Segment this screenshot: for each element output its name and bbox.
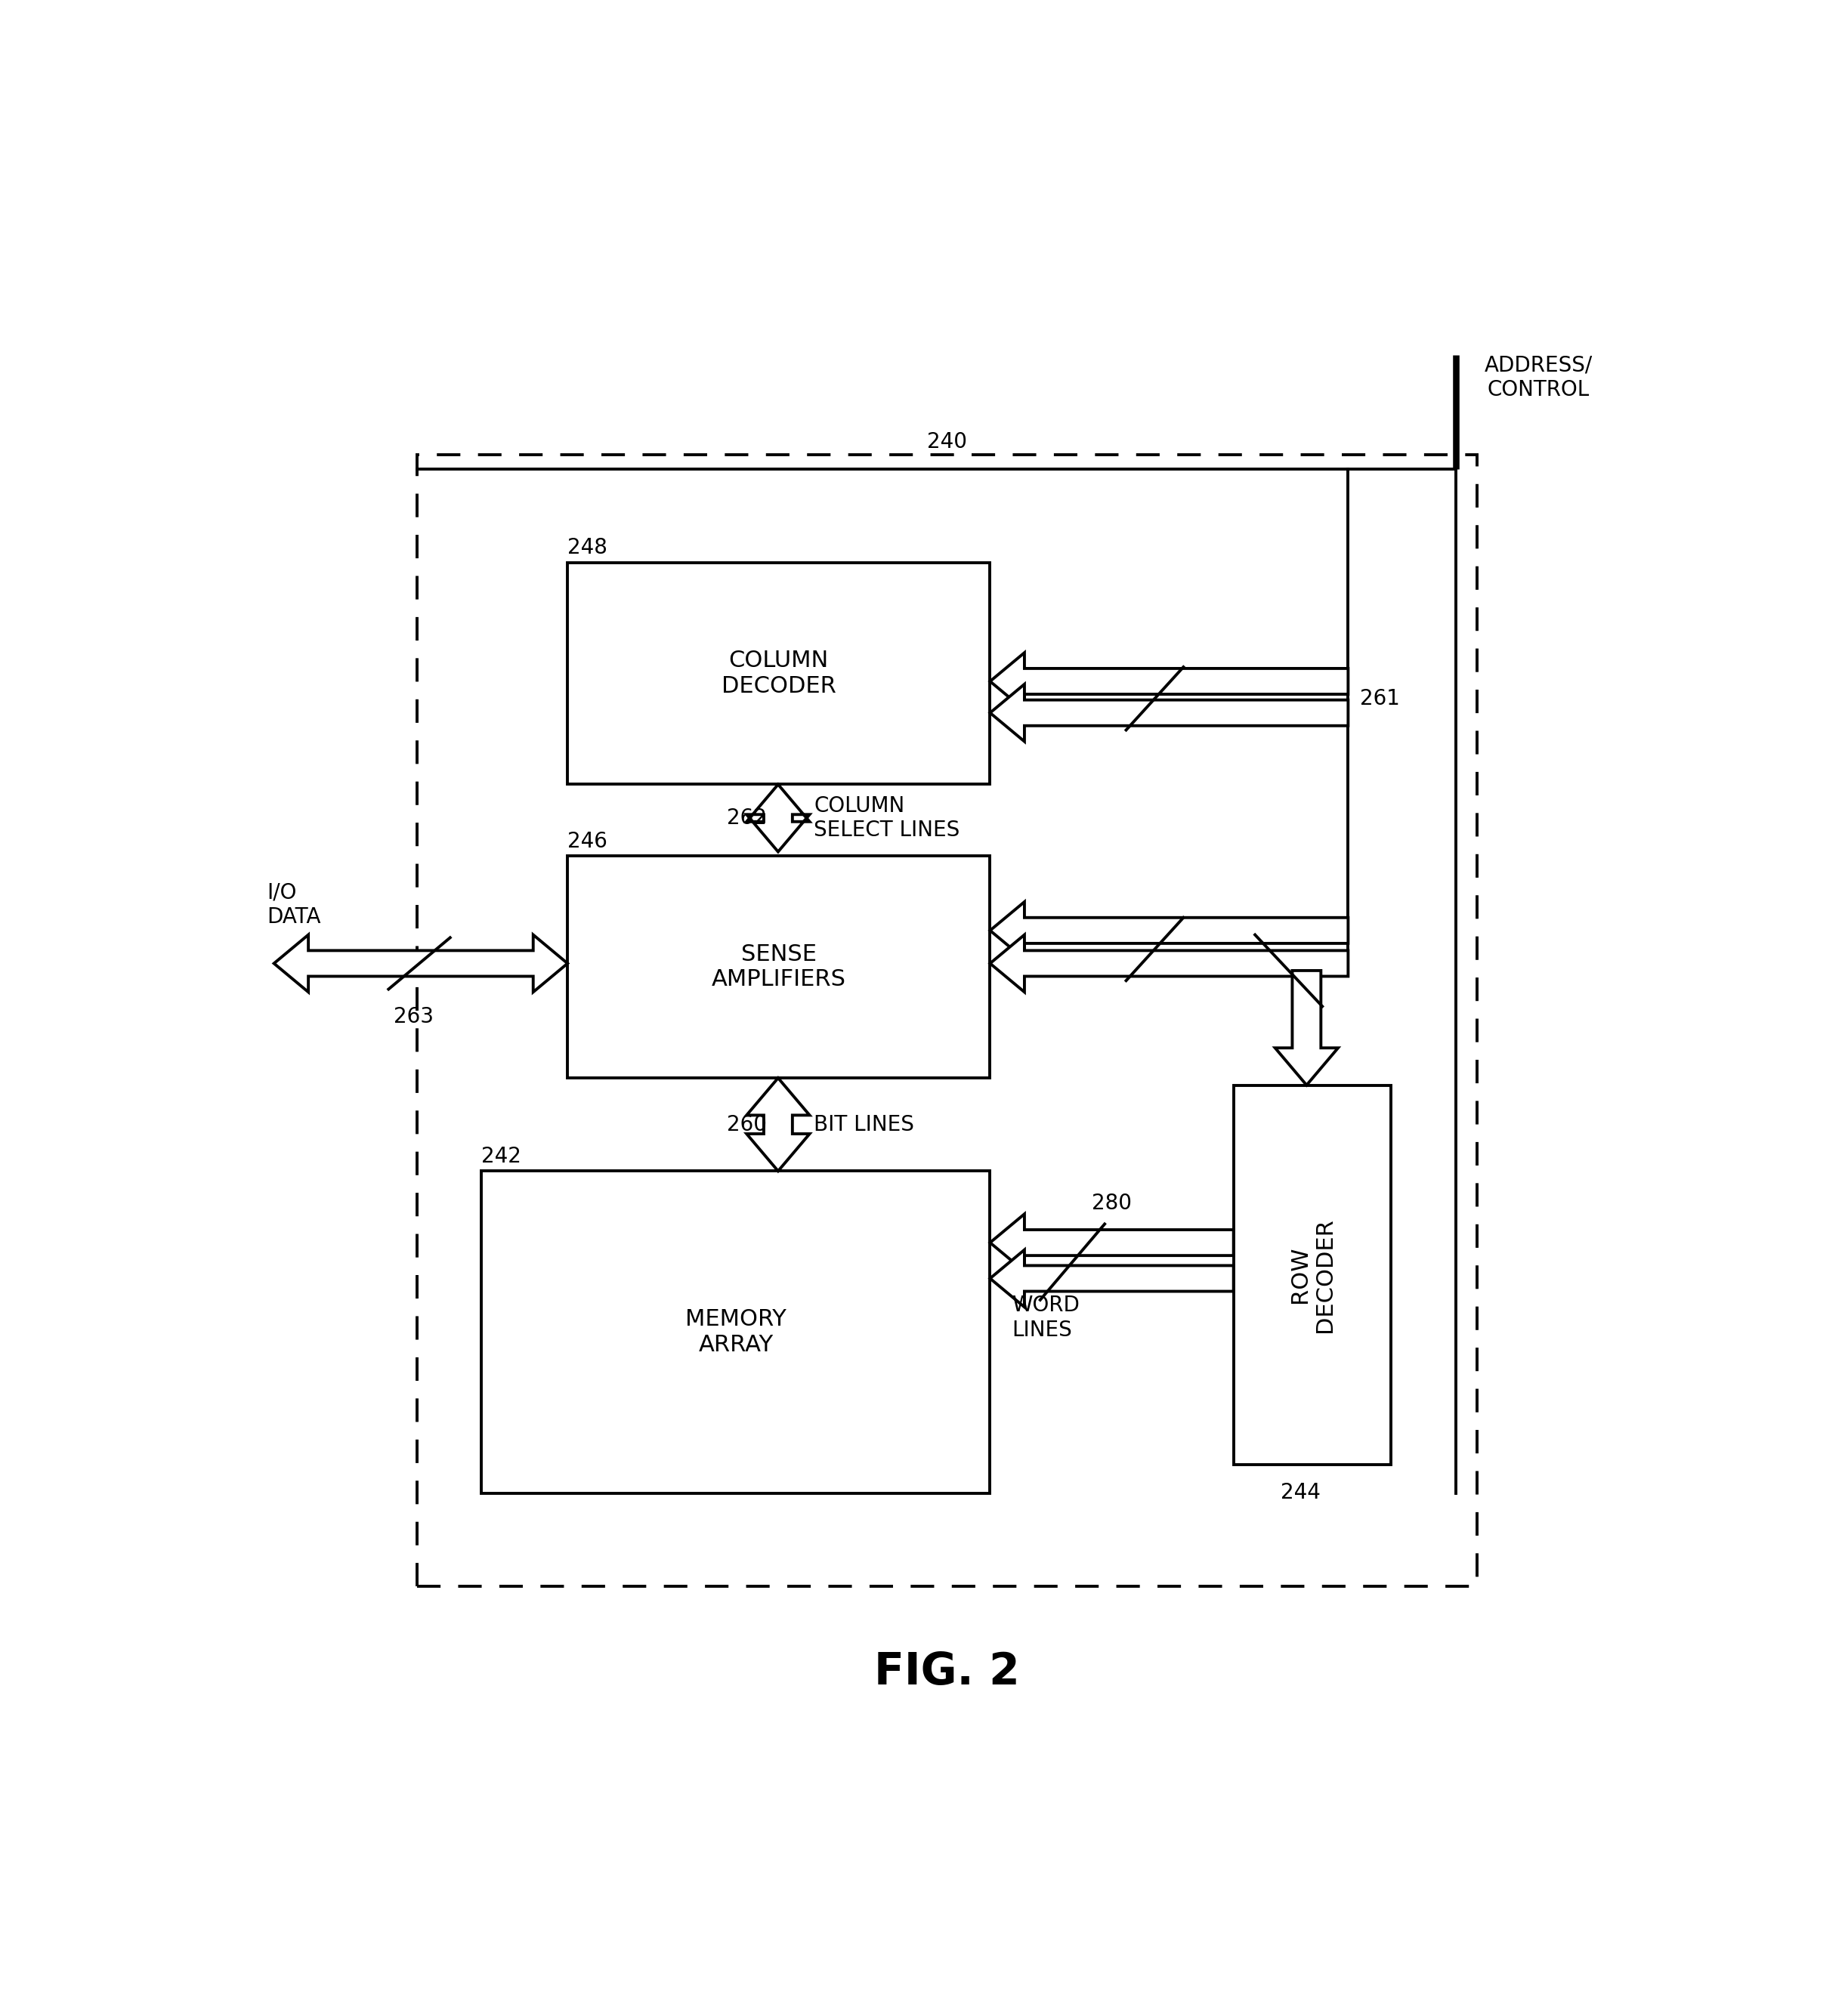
Polygon shape bbox=[1275, 971, 1338, 1086]
Text: BIT LINES: BIT LINES bbox=[813, 1114, 915, 1136]
Polygon shape bbox=[747, 1078, 809, 1170]
Text: COLUMN
SELECT LINES: COLUMN SELECT LINES bbox=[813, 795, 959, 841]
Bar bbox=[482, 1170, 991, 1493]
Text: I/O
DATA: I/O DATA bbox=[266, 881, 322, 927]
Bar bbox=[1234, 1086, 1392, 1465]
Bar bbox=[567, 857, 991, 1078]
Text: ROW
DECODER: ROW DECODER bbox=[1288, 1218, 1336, 1333]
Text: 240: 240 bbox=[928, 432, 967, 452]
Polygon shape bbox=[747, 785, 809, 851]
Text: 261: 261 bbox=[1360, 688, 1399, 708]
Text: ADDRESS/
CONTROL: ADDRESS/ CONTROL bbox=[1484, 355, 1593, 401]
Text: 280: 280 bbox=[1092, 1192, 1131, 1214]
Text: WORD
LINES: WORD LINES bbox=[1011, 1295, 1079, 1341]
Text: COLUMN
DECODER: COLUMN DECODER bbox=[721, 650, 835, 696]
Text: 263: 263 bbox=[394, 1006, 434, 1028]
Text: MEMORY
ARRAY: MEMORY ARRAY bbox=[686, 1309, 787, 1357]
Polygon shape bbox=[991, 684, 1349, 741]
Polygon shape bbox=[991, 652, 1349, 710]
Text: 262: 262 bbox=[726, 807, 767, 829]
Text: 242: 242 bbox=[482, 1146, 521, 1166]
Text: SENSE
AMPLIFIERS: SENSE AMPLIFIERS bbox=[711, 943, 846, 991]
Bar bbox=[418, 456, 1477, 1586]
Text: FIG. 2: FIG. 2 bbox=[874, 1650, 1020, 1694]
Text: 246: 246 bbox=[567, 831, 608, 851]
Polygon shape bbox=[991, 901, 1349, 959]
Polygon shape bbox=[991, 1250, 1234, 1307]
Polygon shape bbox=[991, 935, 1349, 991]
Polygon shape bbox=[274, 935, 567, 991]
Text: 260: 260 bbox=[726, 1114, 767, 1136]
Text: 244: 244 bbox=[1281, 1481, 1321, 1503]
Polygon shape bbox=[991, 1214, 1234, 1270]
Text: 248: 248 bbox=[567, 538, 608, 558]
Bar bbox=[567, 562, 991, 785]
